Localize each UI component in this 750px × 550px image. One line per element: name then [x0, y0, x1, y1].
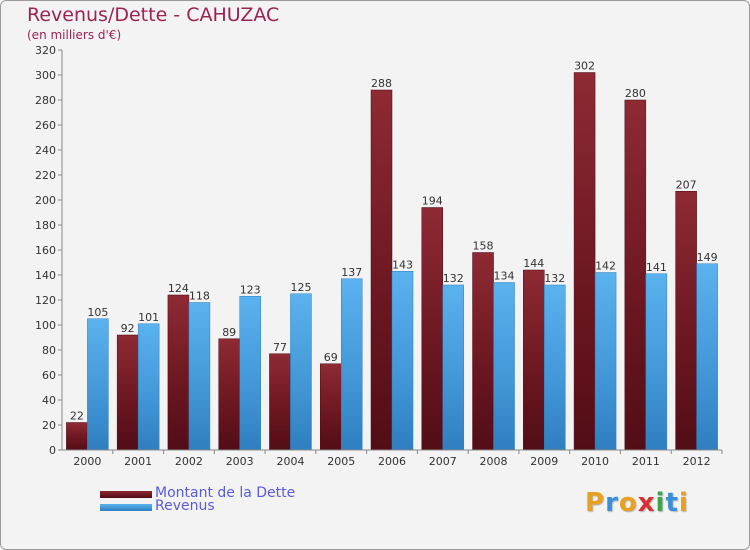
data-label-revenus: 142 [595, 260, 616, 273]
x-tick-label: 2008 [480, 455, 508, 468]
x-tick-label: 2004 [276, 455, 304, 468]
logo-letter: r [605, 488, 619, 518]
y-tick-label: 100 [35, 319, 56, 332]
data-label-revenus: 132 [443, 272, 464, 285]
legend-swatch-dette [100, 491, 152, 498]
chart-title: Revenus/Dette - CAHUZAC [27, 4, 280, 26]
legend-label-dette: Montant de la Dette [155, 485, 296, 501]
logo-letter: t [665, 488, 679, 518]
bar-dette [675, 191, 697, 451]
proxiti-logo: Proxiti [585, 488, 689, 518]
bar-revenus [340, 278, 363, 451]
bar-revenus [239, 296, 261, 451]
bar-revenus [493, 282, 515, 451]
x-tick-label: 2000 [73, 455, 101, 468]
y-tick-label: 140 [35, 269, 56, 282]
y-tick-label: 180 [35, 219, 56, 232]
bar-dette [472, 252, 494, 451]
data-label-dette: 124 [168, 282, 189, 295]
logo-letter: x [637, 488, 656, 518]
data-label-dette: 207 [676, 178, 697, 191]
x-tick-label: 2007 [429, 455, 457, 468]
legend-label-revenus: Revenus [155, 498, 215, 514]
y-tick-label: 0 [49, 444, 56, 457]
logo-letter: i [678, 488, 689, 518]
y-tick-label: 20 [42, 419, 56, 432]
bar-dette [116, 334, 139, 451]
y-tick-label: 220 [35, 169, 56, 182]
y-tick-label: 240 [35, 144, 56, 157]
bar-dette [218, 338, 240, 451]
data-label-revenus: 118 [189, 290, 210, 303]
bar-revenus [290, 293, 312, 451]
y-tick-label: 160 [35, 244, 56, 257]
data-label-revenus: 149 [697, 251, 718, 264]
data-label-dette: 89 [222, 326, 236, 339]
bar-revenus [391, 271, 414, 451]
data-label-revenus: 123 [240, 283, 261, 296]
y-tick-label: 120 [35, 294, 56, 307]
bar-dette [167, 294, 190, 451]
logo-letter: i [655, 488, 666, 518]
y-tick-label: 60 [42, 369, 56, 382]
data-label-revenus: 143 [392, 258, 413, 271]
y-tick-label: 80 [42, 344, 56, 357]
data-label-dette: 194 [422, 195, 443, 208]
bar-dette [624, 99, 647, 451]
data-label-revenus: 132 [544, 272, 565, 285]
data-label-dette: 288 [371, 77, 392, 90]
bar-dette [66, 422, 88, 451]
bar-dette [523, 269, 545, 451]
data-label-revenus: 141 [646, 261, 667, 274]
bar-revenus [645, 273, 668, 451]
logo-letter: o [618, 488, 638, 518]
x-tick-label: 2006 [378, 455, 406, 468]
y-tick-label: 40 [42, 394, 56, 407]
data-label-revenus: 101 [138, 311, 159, 324]
y-tick-label: 300 [35, 69, 56, 82]
y-tick-label: 260 [35, 119, 56, 132]
data-label-dette: 158 [473, 240, 494, 253]
x-tick-label: 2011 [632, 455, 660, 468]
data-label-revenus: 134 [494, 270, 515, 283]
data-label-dette: 144 [523, 257, 544, 270]
bar-dette [269, 353, 291, 451]
bar-revenus [188, 302, 211, 451]
data-label-dette: 69 [324, 351, 338, 364]
data-label-revenus: 125 [290, 281, 311, 294]
data-label-revenus: 137 [341, 266, 362, 279]
data-label-dette: 22 [70, 410, 84, 423]
y-tick-label: 200 [35, 194, 56, 207]
bar-revenus [594, 272, 617, 451]
x-tick-label: 2002 [175, 455, 203, 468]
x-tick-label: 2001 [124, 455, 152, 468]
bar-revenus [137, 323, 160, 451]
data-label-dette: 77 [273, 341, 287, 354]
bar-dette [421, 207, 444, 451]
bar-dette [573, 72, 596, 451]
data-label-dette: 92 [121, 322, 135, 335]
x-tick-label: 2009 [530, 455, 558, 468]
data-label-dette: 280 [625, 87, 646, 100]
legend-swatch-revenus [100, 504, 152, 511]
bar-dette [370, 89, 393, 451]
chart-subtitle: (en milliers d'€) [27, 28, 122, 42]
bar-revenus [696, 263, 718, 451]
x-tick-label: 2003 [226, 455, 254, 468]
x-tick-label: 2010 [581, 455, 609, 468]
y-tick-label: 280 [35, 94, 56, 107]
bar-dette [319, 363, 342, 451]
logo-letter: P [585, 488, 606, 518]
x-tick-label: 2005 [327, 455, 355, 468]
x-tick-label: 2012 [683, 455, 711, 468]
bar-revenus [544, 284, 566, 451]
bar-revenus [87, 318, 109, 451]
data-label-revenus: 105 [87, 306, 108, 319]
bar-revenus [442, 284, 465, 451]
y-tick-label: 320 [35, 44, 56, 57]
data-label-dette: 302 [574, 60, 595, 73]
